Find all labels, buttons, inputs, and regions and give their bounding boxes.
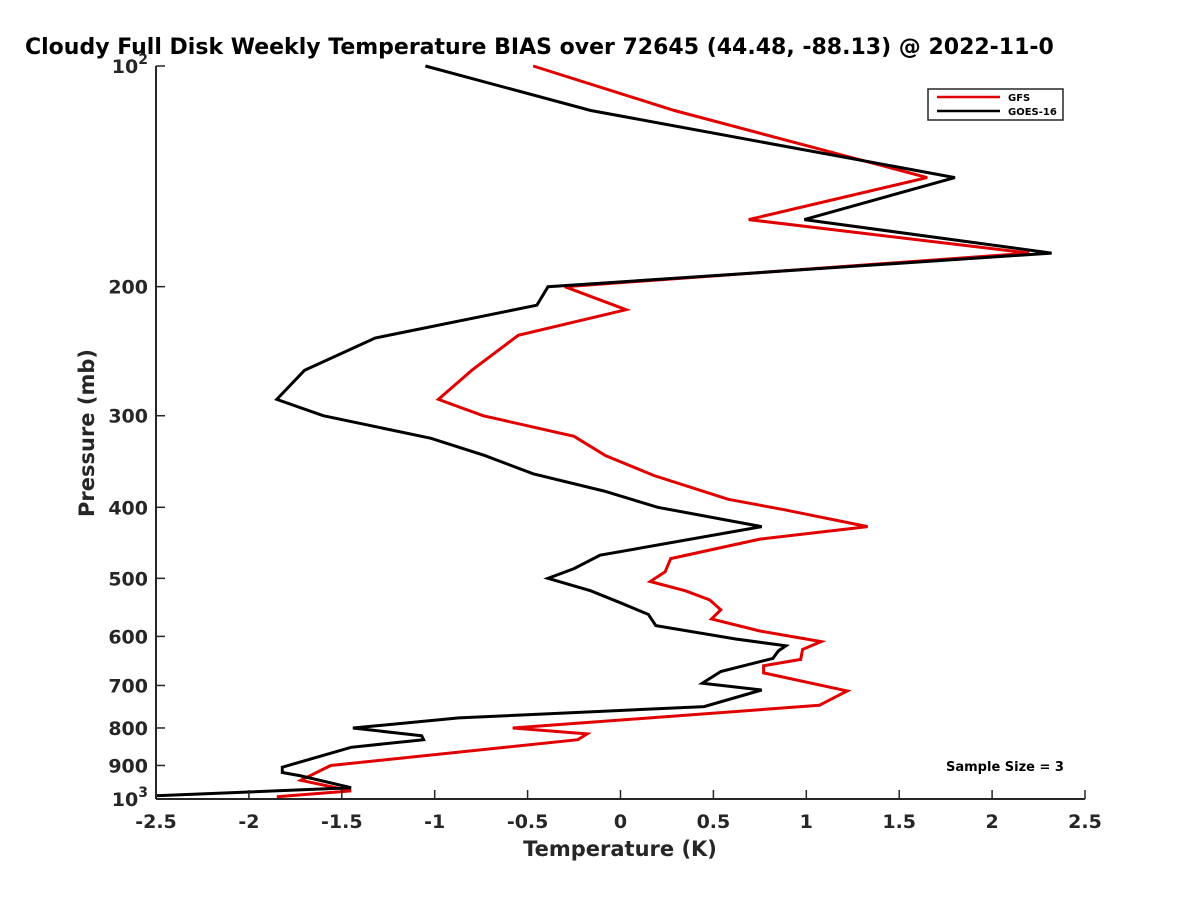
y-tick-label: 800: [108, 718, 148, 740]
legend-label: GFS: [1008, 93, 1030, 104]
y-tick-label: 200: [108, 277, 148, 299]
x-tick-label: 2.5: [1068, 811, 1102, 833]
x-tick-label: -2.5: [135, 811, 177, 833]
y-tick-label: 900: [108, 755, 148, 777]
legend-label: GOES-16: [1008, 107, 1057, 118]
y-tick-label: 600: [108, 626, 148, 648]
x-axis-label: Temperature (K): [523, 837, 717, 861]
series-layer: [155, 64, 1052, 799]
y-tick-label: 500: [108, 568, 148, 590]
x-tick-label: -1.5: [321, 811, 363, 833]
legend: GFS GOES-16: [927, 88, 1064, 121]
x-tick-label: -0.5: [507, 811, 549, 833]
legend-box: [927, 88, 1064, 121]
x-tick-label: 0.5: [697, 811, 731, 833]
x-tick-label: -1: [424, 811, 445, 833]
x-tick-label: -2: [238, 811, 259, 833]
x-tick-label: 0: [614, 811, 627, 833]
series-line-goes-16: [155, 64, 1052, 798]
x-tick-label: 1.5: [882, 811, 916, 833]
y-tick-label: 700: [108, 675, 148, 697]
y-tick-label: 300: [108, 406, 148, 428]
y-tick-label: 102: [112, 52, 148, 78]
x-tick-label: 2: [985, 811, 998, 833]
y-ticks: 102 200 300 400 500 600 700 800 900 103: [108, 52, 165, 811]
sample-size-annotation: Sample Size = 3: [946, 760, 1064, 775]
x-tick-label: 1: [800, 811, 813, 833]
x-ticks: -2.5 -2 -1.5 -1 -0.5 0 0.5 1 1.5 2 2.5: [135, 790, 1102, 833]
y-axis-label: Pressure (mb): [75, 349, 99, 517]
plot-area: -2.5 -2 -1.5 -1 -0.5 0 0.5 1 1.5 2 2.5 102 200 300 40…: [108, 52, 1102, 833]
y-tick-label: 400: [108, 497, 148, 519]
series-line-gfs: [276, 64, 1030, 799]
chart-title: Cloudy Full Disk Weekly Temperature BIAS…: [25, 35, 1054, 60]
y-tick-label: 103: [112, 785, 148, 811]
